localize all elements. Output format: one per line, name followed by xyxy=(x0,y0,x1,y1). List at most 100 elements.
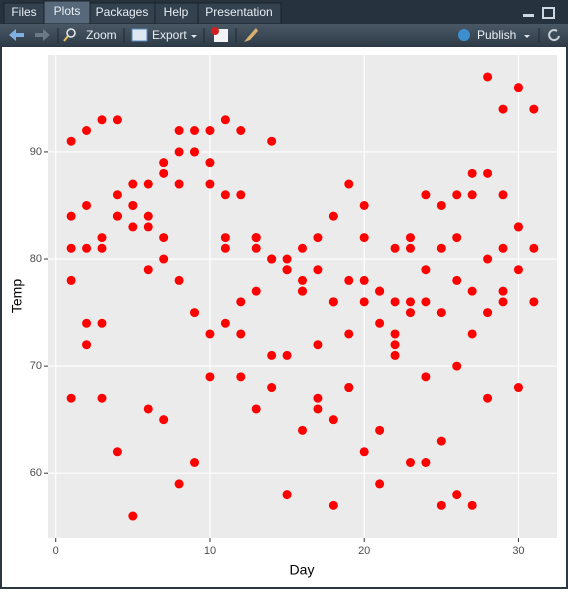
x-tick-label: 10 xyxy=(204,545,216,557)
point xyxy=(205,329,215,339)
point xyxy=(298,286,307,296)
point xyxy=(112,115,122,125)
export-icon[interactable] xyxy=(131,28,148,42)
point xyxy=(251,286,261,296)
maximize-button[interactable] xyxy=(542,7,555,19)
forward-button[interactable] xyxy=(35,29,50,41)
point xyxy=(97,115,107,125)
point xyxy=(159,415,169,425)
point xyxy=(359,447,369,457)
dropdown-arrow[interactable] xyxy=(191,35,197,38)
export-button[interactable]: Export xyxy=(152,28,187,42)
point xyxy=(112,447,122,457)
point xyxy=(143,211,153,221)
point xyxy=(174,147,184,157)
point xyxy=(436,243,446,253)
point xyxy=(159,254,169,264)
point xyxy=(513,383,523,393)
publish-button[interactable]: Publish xyxy=(477,28,516,42)
point xyxy=(251,404,261,414)
point xyxy=(483,393,493,403)
point xyxy=(82,243,92,253)
zoom-button[interactable]: Zoom xyxy=(86,28,117,42)
point xyxy=(82,318,92,328)
point xyxy=(205,158,215,168)
point xyxy=(390,329,400,339)
point xyxy=(529,297,539,307)
point xyxy=(483,72,493,82)
point xyxy=(190,457,200,467)
point xyxy=(143,222,153,232)
point xyxy=(174,479,184,489)
publish-icon[interactable] xyxy=(458,29,470,41)
point xyxy=(405,233,415,243)
point xyxy=(128,222,138,232)
refresh-button[interactable] xyxy=(548,29,560,42)
point xyxy=(313,340,323,350)
back-button[interactable] xyxy=(9,29,24,41)
zoom-icon[interactable] xyxy=(66,28,76,38)
y-tick-label: 90 xyxy=(30,146,42,158)
point xyxy=(467,190,477,200)
point xyxy=(405,297,415,307)
minimize-button[interactable] xyxy=(523,14,534,17)
point xyxy=(112,211,122,221)
point xyxy=(97,243,107,253)
point xyxy=(359,200,369,210)
point xyxy=(313,404,323,414)
tab-label[interactable]: Plots xyxy=(54,4,81,18)
point xyxy=(66,275,76,285)
point xyxy=(359,297,369,307)
point xyxy=(282,265,292,275)
point xyxy=(452,490,462,500)
clear-all-button[interactable] xyxy=(244,28,258,42)
point xyxy=(251,233,261,243)
point xyxy=(143,265,153,275)
point xyxy=(390,243,400,253)
point xyxy=(405,243,415,253)
point xyxy=(421,372,431,382)
point xyxy=(66,393,76,403)
point xyxy=(143,404,153,414)
point xyxy=(97,393,107,403)
point xyxy=(359,275,369,285)
point xyxy=(205,372,215,382)
point xyxy=(97,233,107,243)
point xyxy=(220,233,230,243)
point xyxy=(359,233,369,243)
point xyxy=(236,372,246,382)
tab-label[interactable]: Help xyxy=(164,5,189,19)
point xyxy=(344,275,354,285)
point xyxy=(328,500,338,510)
point xyxy=(328,211,338,221)
point xyxy=(498,297,508,307)
tab-label[interactable]: Files xyxy=(11,5,36,19)
point xyxy=(452,361,462,371)
point xyxy=(436,200,446,210)
point xyxy=(174,179,184,189)
tab-label[interactable]: Presentation xyxy=(205,5,272,19)
point xyxy=(375,425,385,435)
point xyxy=(328,297,338,307)
y-tick-label: 70 xyxy=(30,360,42,372)
zoom-icon[interactable] xyxy=(63,35,69,42)
point xyxy=(467,329,477,339)
remove-plot-button[interactable] xyxy=(211,27,219,35)
dropdown-arrow[interactable] xyxy=(524,35,530,38)
point xyxy=(467,168,477,178)
point xyxy=(313,393,323,403)
point xyxy=(236,190,246,200)
point xyxy=(282,490,292,500)
point xyxy=(190,126,200,136)
point xyxy=(282,254,292,264)
point xyxy=(66,136,76,146)
point xyxy=(298,275,307,285)
point xyxy=(390,340,400,350)
point xyxy=(344,383,354,393)
point xyxy=(112,190,122,200)
point xyxy=(390,297,400,307)
point xyxy=(82,200,92,210)
tab-label[interactable]: Packages xyxy=(96,5,149,19)
y-tick-label: 60 xyxy=(30,467,42,479)
point xyxy=(498,286,508,296)
